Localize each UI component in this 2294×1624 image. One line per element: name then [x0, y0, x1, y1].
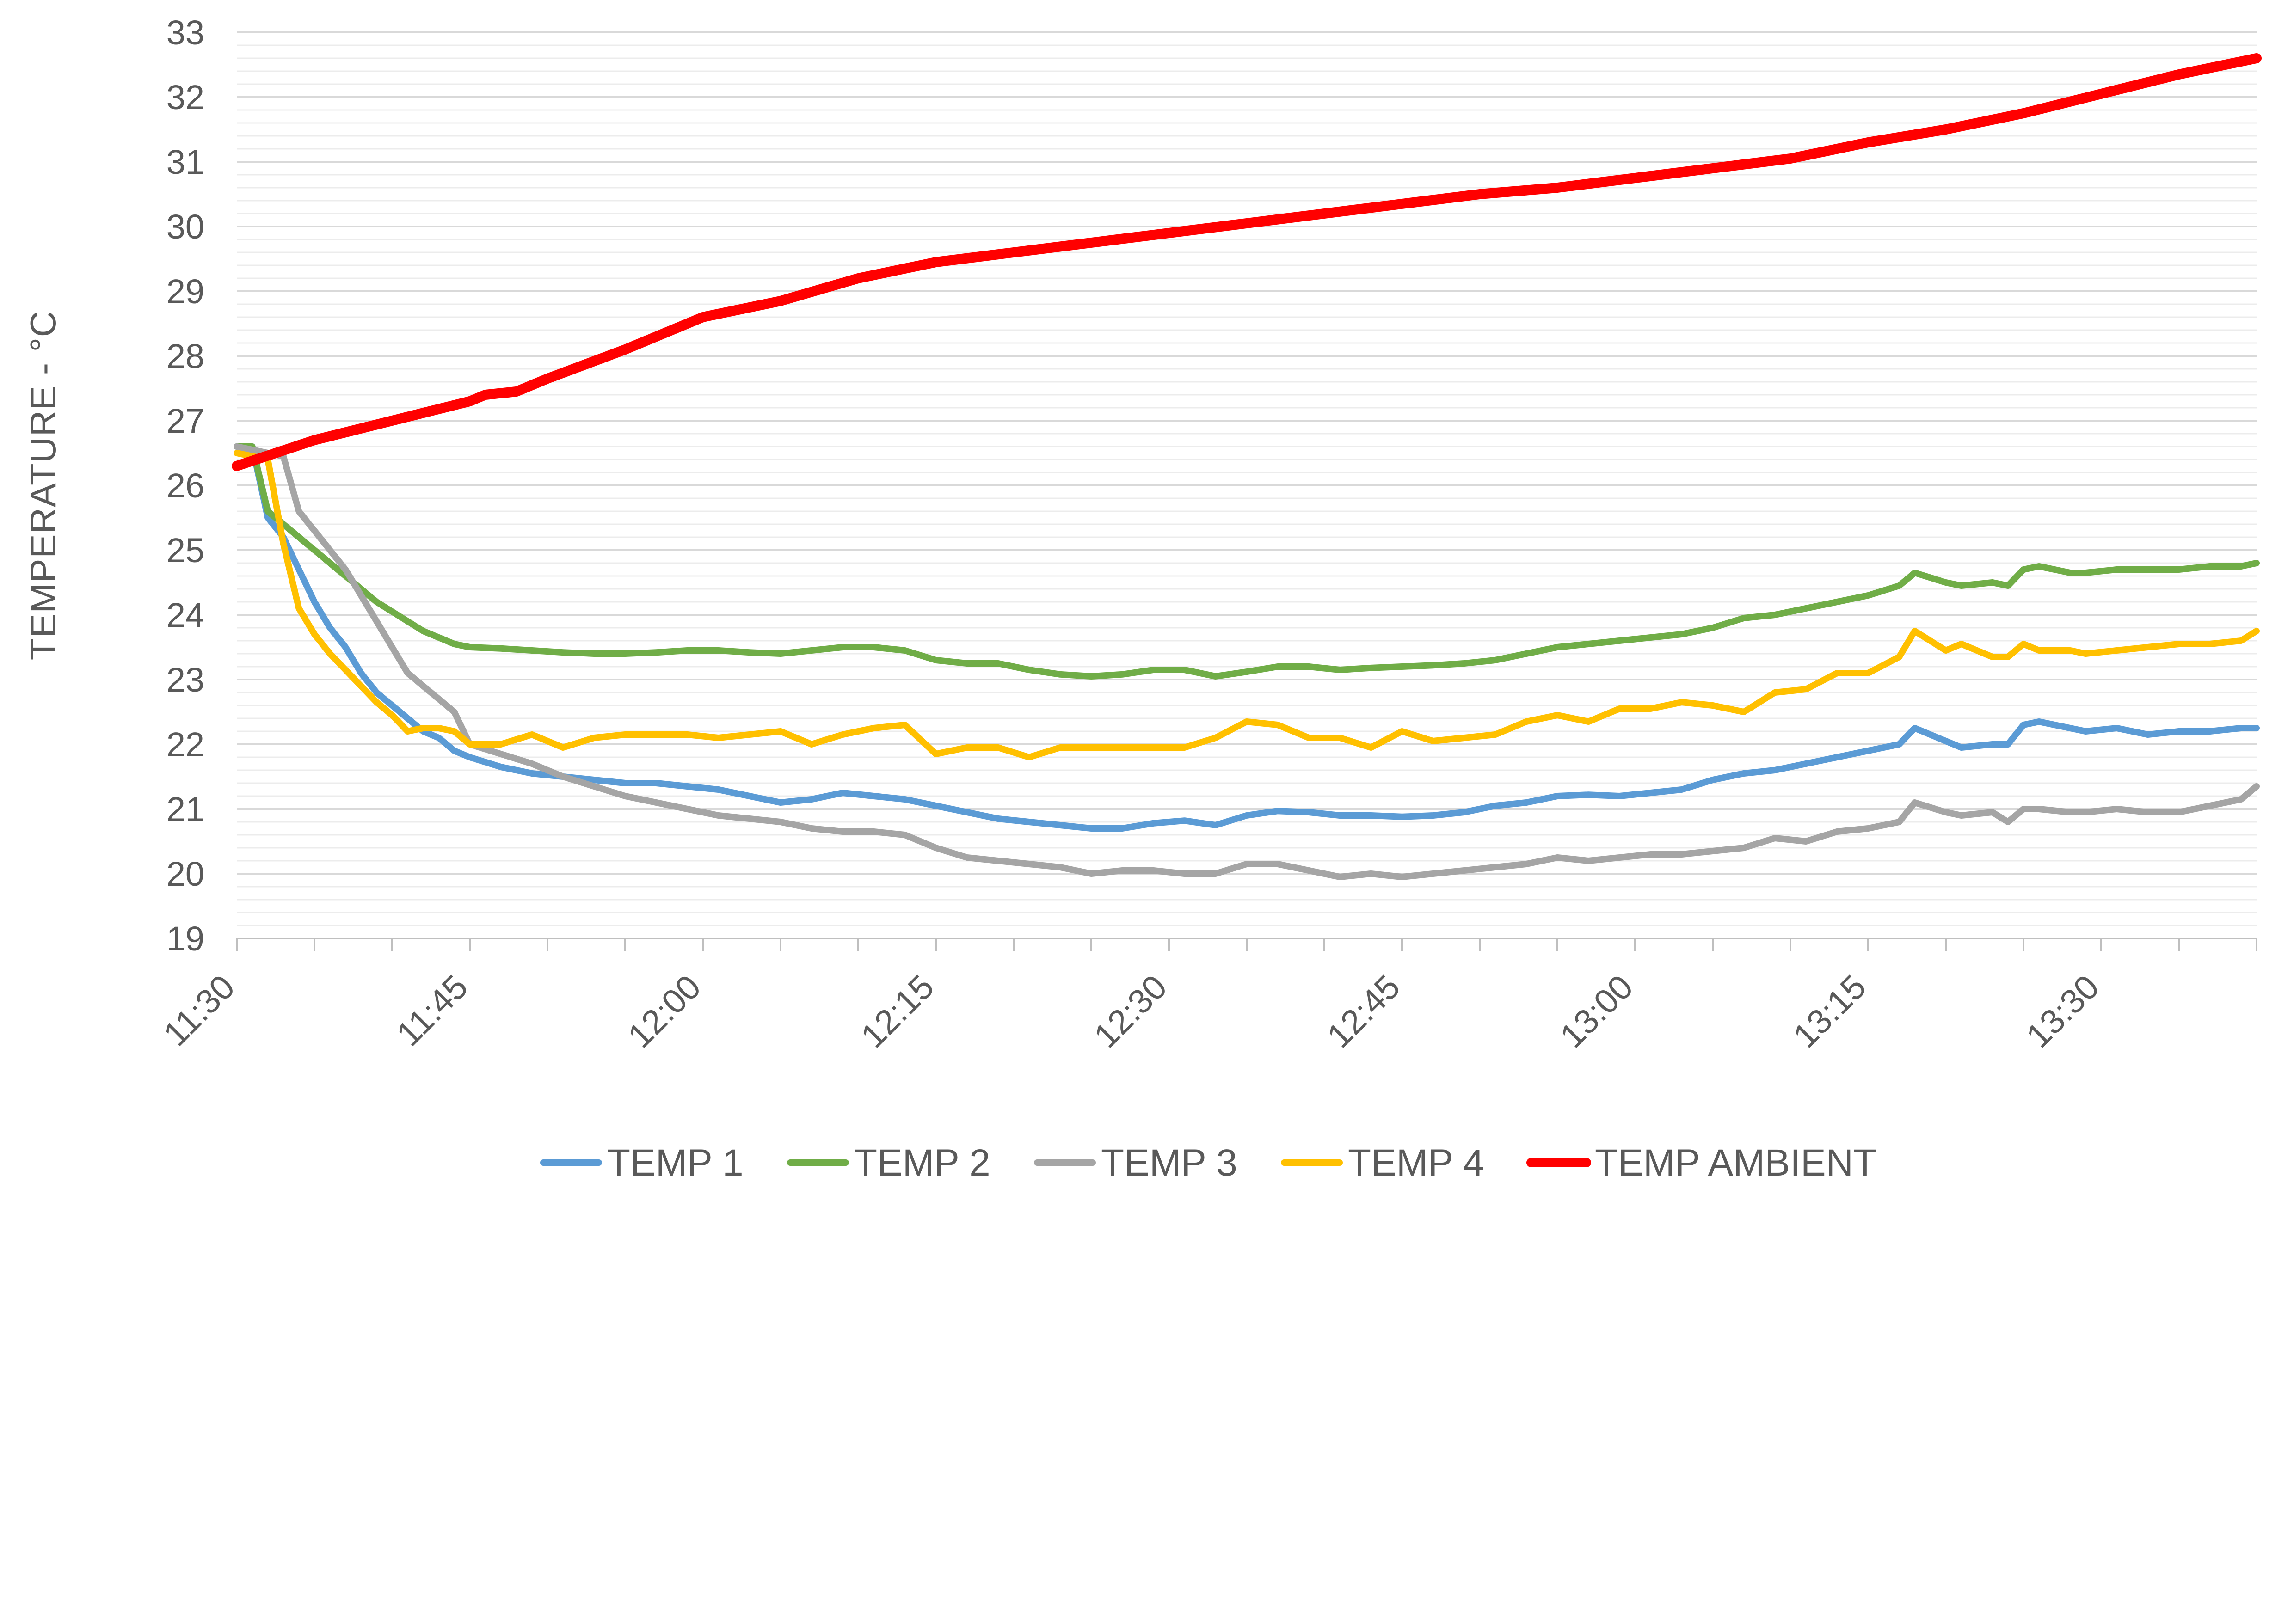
x-tick-label: 12:30: [1087, 968, 1175, 1055]
gridlines: [237, 31, 2257, 939]
legend-item-5: TEMP AMBIENT: [1526, 1142, 1876, 1184]
x-tick-label: 12:15: [854, 968, 941, 1055]
legend: TEMP 1 TEMP 2 TEMP 3 TEMP 4 TEMP AMBIENT: [540, 1142, 1876, 1184]
legend-item-1: TEMP 1: [540, 1142, 744, 1184]
y-tick-label: 24: [166, 596, 204, 634]
y-tick-label: 33: [166, 13, 204, 52]
series-line-1: [234, 443, 2260, 832]
series-line-5: [232, 53, 2262, 471]
x-tick-label: 11:45: [389, 968, 475, 1054]
legend-label: TEMP 3: [1101, 1142, 1237, 1184]
x-tick-label: 12:00: [621, 968, 708, 1055]
y-tick-label: 23: [166, 661, 204, 699]
legend-label: TEMP 4: [1348, 1142, 1484, 1184]
y-tick-label: 26: [166, 466, 204, 505]
y-tick-label: 21: [166, 790, 204, 828]
y-tick-label: 32: [166, 78, 204, 116]
x-tick-label: 12:45: [1320, 968, 1408, 1055]
x-tick-label: 13:30: [2019, 968, 2107, 1055]
series-lines: [232, 53, 2262, 880]
series-line-2: [234, 443, 2260, 680]
legend-label: TEMP 1: [607, 1142, 744, 1184]
legend-item-4: TEMP 4: [1281, 1142, 1484, 1184]
series-line-3: [234, 443, 2260, 880]
legend-item-3: TEMP 3: [1034, 1142, 1237, 1184]
series-line-4: [234, 450, 2260, 760]
legend-item-2: TEMP 2: [787, 1142, 990, 1184]
y-tick-label: 20: [166, 855, 204, 893]
y-tick-label: 29: [166, 272, 204, 311]
y-tick-label: 19: [166, 919, 204, 958]
y-tick-label: 22: [166, 725, 204, 764]
legend-label: TEMP AMBIENT: [1595, 1142, 1876, 1184]
axes: TEMPERATURE - °C 19 20 21 22 23 24 25 26 27 28 29 3…: [23, 13, 2257, 1055]
x-tick-label: 13:15: [1786, 968, 1874, 1055]
y-tick-label: 31: [166, 143, 204, 181]
y-tick-label: 28: [166, 337, 204, 375]
y-tick-label: 27: [166, 402, 204, 440]
y-axis-title: TEMPERATURE - °C: [23, 311, 63, 660]
y-tick-label: 30: [166, 208, 204, 246]
legend-label: TEMP 2: [854, 1142, 990, 1184]
y-tick-label: 25: [166, 531, 204, 570]
x-tick-label: 11:30: [156, 968, 242, 1054]
x-tick-label: 13:00: [1553, 968, 1641, 1055]
